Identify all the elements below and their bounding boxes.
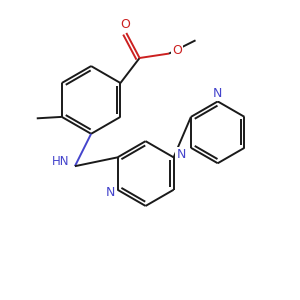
Text: N: N: [213, 87, 222, 100]
Text: O: O: [120, 18, 130, 31]
Text: N: N: [176, 148, 186, 161]
Text: N: N: [106, 186, 115, 199]
Text: O: O: [172, 44, 182, 57]
Text: HN: HN: [51, 155, 69, 168]
